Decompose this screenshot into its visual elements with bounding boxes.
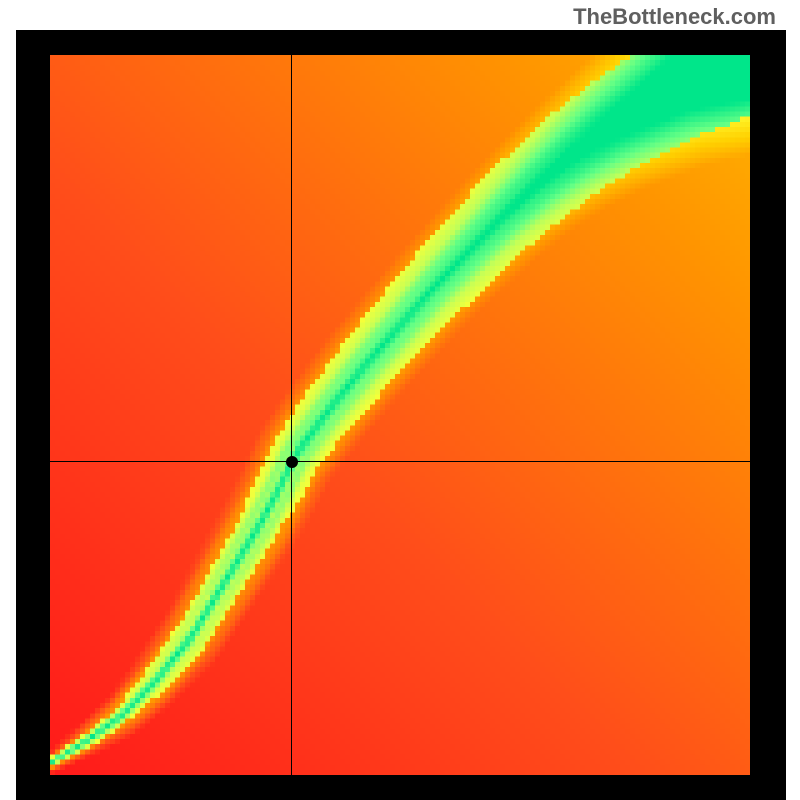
crosshair-horizontal-line bbox=[50, 461, 750, 462]
bottleneck-heatmap bbox=[50, 55, 750, 775]
crosshair-vertical-line bbox=[291, 55, 292, 775]
crosshair-marker-dot bbox=[286, 456, 298, 468]
watermark-text: TheBottleneck.com bbox=[573, 4, 776, 30]
chart-container: TheBottleneck.com bbox=[0, 0, 800, 800]
